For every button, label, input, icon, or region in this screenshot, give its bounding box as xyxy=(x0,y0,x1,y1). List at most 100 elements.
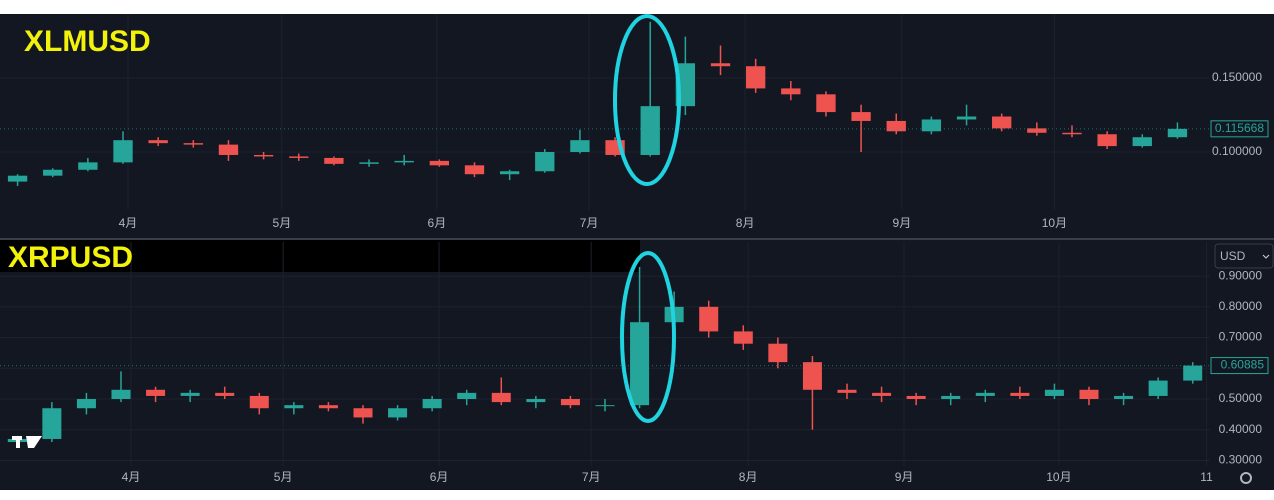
candle-body xyxy=(906,395,926,400)
candle-body xyxy=(560,399,580,406)
x-tick-label: 9月 xyxy=(895,470,914,484)
candle-body xyxy=(394,160,414,163)
last-price-label: 0.60885 xyxy=(1221,358,1265,372)
candle-body xyxy=(630,322,650,406)
currency-dropdown[interactable] xyxy=(1214,243,1274,269)
chart-title: XRPUSD xyxy=(8,241,133,274)
candle-body xyxy=(1114,395,1134,400)
x-tick-label: 11 xyxy=(1200,470,1213,484)
candle-body xyxy=(7,175,28,182)
candle-body xyxy=(816,94,836,113)
x-tick-label: 10月 xyxy=(1042,216,1067,230)
candle-body xyxy=(1027,128,1047,133)
y-tick-label: 0.80000 xyxy=(1219,299,1263,313)
x-tick-label: 10月 xyxy=(1046,470,1071,484)
last-price-label: 0.115668 xyxy=(1215,121,1264,135)
candle-body xyxy=(1010,392,1030,396)
candle-body xyxy=(1062,132,1082,135)
candle-body xyxy=(1167,128,1188,138)
y-tick-label: 0.90000 xyxy=(1219,268,1263,282)
candle-body xyxy=(699,306,719,332)
candle-body xyxy=(457,392,477,400)
dropdown-arrow xyxy=(1262,254,1270,259)
candle-body xyxy=(76,399,96,409)
candle-body xyxy=(535,152,555,172)
candle-body xyxy=(113,140,133,163)
y-tick-label: 0.40000 xyxy=(1219,422,1263,436)
candle-body xyxy=(491,392,511,403)
candle-body xyxy=(1132,137,1152,147)
currency-label[interactable]: USD xyxy=(1220,249,1246,263)
candle-body xyxy=(215,392,235,396)
y-tick-label: 0.150000 xyxy=(1212,70,1262,84)
x-tick-label: 4月 xyxy=(122,470,141,484)
panel-background xyxy=(0,14,1274,238)
tradingview-logo xyxy=(12,436,42,448)
y-tick-label: 0.70000 xyxy=(1219,330,1263,344)
candle-body xyxy=(595,405,615,407)
candle-body xyxy=(78,162,98,170)
candle-body xyxy=(42,408,62,439)
candle-body xyxy=(768,343,788,363)
candle-body xyxy=(422,399,442,409)
candle-body xyxy=(359,162,379,164)
candle-body xyxy=(956,116,977,120)
x-tick-label: 4月 xyxy=(119,216,138,230)
candle-body xyxy=(975,392,995,396)
x-tick-label: 8月 xyxy=(736,216,755,230)
candle-body xyxy=(249,395,269,409)
panel-separator xyxy=(0,238,1274,240)
candle-body xyxy=(640,106,660,155)
candle-body xyxy=(148,140,168,144)
y-tick-label: 0.50000 xyxy=(1219,391,1263,405)
x-tick-label: 7月 xyxy=(580,216,599,230)
candle-body xyxy=(733,331,753,344)
x-tick-label: 8月 xyxy=(739,470,758,484)
chart-title: XLMUSD xyxy=(24,25,151,58)
candle-body xyxy=(253,154,274,157)
candle-body xyxy=(284,405,304,409)
candle-body xyxy=(318,405,338,409)
candle-body xyxy=(570,140,590,153)
x-tick-label: 9月 xyxy=(893,216,912,230)
candle-body xyxy=(886,120,906,132)
highlight-ellipse xyxy=(613,14,681,186)
candle-body xyxy=(180,392,200,396)
y-tick-label: 0.100000 xyxy=(1212,144,1262,158)
candle-body xyxy=(324,157,344,164)
candle-body xyxy=(837,389,857,393)
candle-body xyxy=(872,392,892,396)
last-price-box xyxy=(1210,120,1269,138)
candle-body xyxy=(781,88,801,95)
candle-body xyxy=(745,66,766,89)
candle-body xyxy=(802,362,822,390)
x-tick-label: 5月 xyxy=(274,470,293,484)
candle-body xyxy=(499,171,520,175)
candle-body xyxy=(1183,365,1203,381)
settings-icon[interactable] xyxy=(1240,472,1252,484)
y-tick-label: 0.30000 xyxy=(1219,453,1263,467)
candle-body xyxy=(218,144,239,155)
x-tick-label: 6月 xyxy=(430,470,449,484)
candle-body xyxy=(353,408,373,418)
candle-body xyxy=(388,408,408,418)
title-backdrop xyxy=(0,240,640,272)
candle-body xyxy=(43,169,63,176)
candle-body xyxy=(526,399,546,403)
x-tick-label: 6月 xyxy=(428,216,447,230)
candle-body xyxy=(429,160,450,166)
candle-body xyxy=(1097,134,1117,147)
last-price-box xyxy=(1210,357,1269,375)
marks: 0.100000 0.150000 4月 5月 6月 7月 8月 9月 10月 0.115668 0… xyxy=(0,14,1269,484)
candle-body xyxy=(921,119,942,132)
candle-body xyxy=(1044,389,1064,396)
candle-body xyxy=(464,165,485,175)
candle-body xyxy=(1148,380,1168,396)
candle-body xyxy=(111,389,131,400)
candle-body xyxy=(183,143,203,145)
candle-body xyxy=(851,112,871,121)
candle-body xyxy=(146,389,166,396)
candle-body xyxy=(710,63,731,67)
